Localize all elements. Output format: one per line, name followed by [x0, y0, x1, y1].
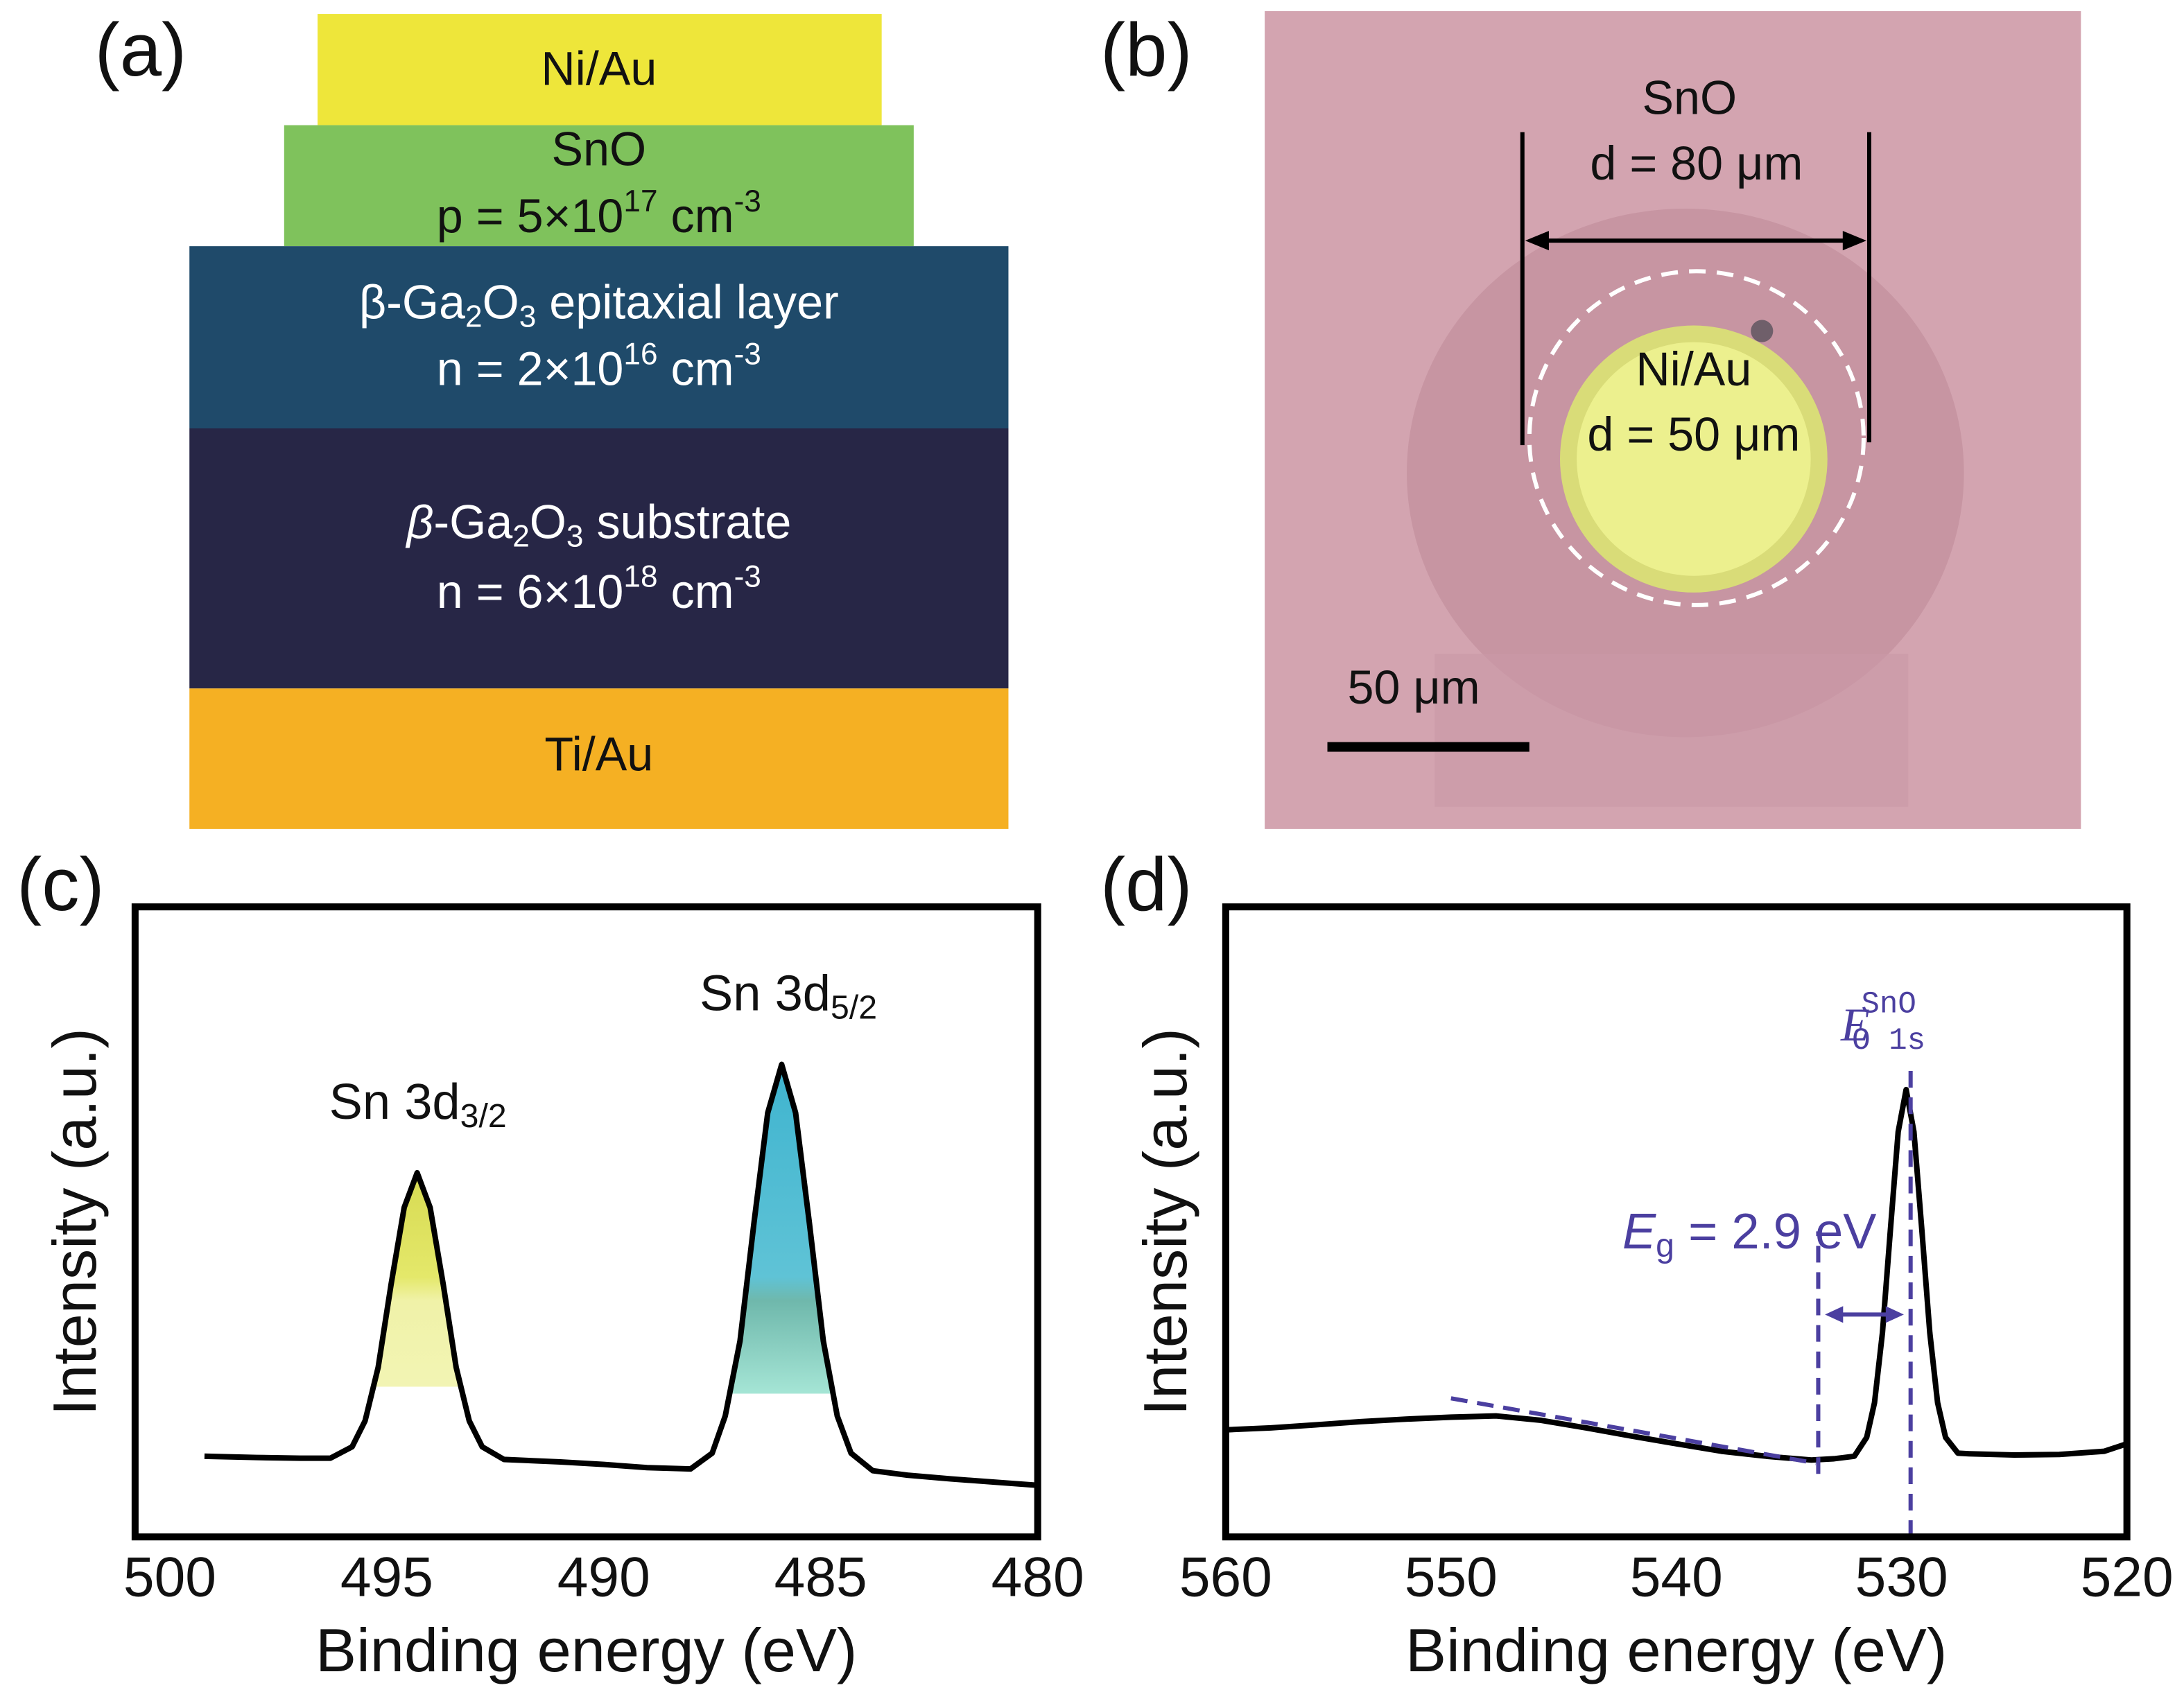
- panel-label: (b): [1100, 8, 1193, 92]
- arrow-head: [1825, 1306, 1844, 1323]
- peak-label: Sn 3d3/2: [329, 1074, 507, 1135]
- layer-label: Ti/Au: [544, 729, 653, 781]
- x-axis-label: Binding energy (eV): [1405, 1616, 1947, 1684]
- x-tick-label: 490: [557, 1546, 650, 1609]
- x-tick-label: 480: [991, 1546, 1084, 1609]
- gap-label: Eg = 2.9 eV: [1622, 1204, 1877, 1264]
- arrow-head: [1525, 231, 1549, 251]
- arrow-head: [1885, 1306, 1904, 1323]
- x-tick-label: 530: [1855, 1546, 1948, 1609]
- layer-doping: p = 5×1017 cm-3: [437, 184, 761, 243]
- y-axis-label: Intensity (a.u.): [1131, 1028, 1199, 1415]
- x-tick-label: 485: [774, 1546, 867, 1609]
- layer-label: β-Ga2O3 substrate: [405, 496, 791, 554]
- texture: [1435, 654, 1909, 807]
- layer-label: SnO: [552, 123, 647, 176]
- defect: [1751, 320, 1774, 342]
- panel-label: (a): [95, 8, 187, 92]
- layer-doping: n = 2×1016 cm-3: [437, 337, 761, 395]
- peak-fill: [729, 1064, 833, 1394]
- plot-frame: [131, 903, 1041, 1541]
- x-axis-label: Binding energy (eV): [315, 1616, 857, 1684]
- inner-name: Ni/Au: [1636, 343, 1751, 396]
- scale-label: 50 μm: [1347, 661, 1480, 714]
- x-tick-label: 560: [1179, 1546, 1272, 1609]
- layer-tiau: [189, 688, 1009, 829]
- x-tick-label: 540: [1630, 1546, 1723, 1609]
- layer-doping: n = 6×1018 cm-3: [437, 559, 761, 618]
- y-axis-label: Intensity (a.u.): [40, 1028, 109, 1415]
- spectrum-line: [204, 1061, 1038, 1488]
- outer-size: d = 80 μm: [1590, 137, 1803, 190]
- dashed-circle: [1527, 269, 1866, 607]
- arrow-head: [1842, 231, 1866, 251]
- peak-label: ESnO O 1s: [1840, 987, 1925, 1058]
- spectrum-line: [1225, 1086, 2128, 1463]
- outer-name: SnO: [1643, 72, 1737, 125]
- layer-epi: [189, 246, 1009, 429]
- peak-fill: [373, 1172, 461, 1387]
- layer-label: β-Ga2O3 epitaxial layer: [359, 276, 839, 333]
- layer-substrate: [189, 428, 1009, 689]
- x-tick-label: 500: [123, 1546, 216, 1609]
- x-tick-label: 550: [1405, 1546, 1498, 1609]
- layer-niau: [318, 14, 882, 125]
- contact: [1577, 342, 1811, 576]
- x-tick-label: 520: [2081, 1546, 2174, 1609]
- peak-label: Sn 3d5/2: [700, 966, 877, 1027]
- layer-sno: [284, 125, 914, 247]
- panel-label: (d): [1100, 842, 1193, 926]
- x-tick-label: 495: [340, 1546, 433, 1609]
- fit-line: [1450, 1396, 1817, 1465]
- inner-size: d = 50 μm: [1587, 408, 1800, 461]
- panel-label: (c): [17, 842, 104, 926]
- plot-frame: [1222, 903, 2131, 1541]
- layer-label: Ni/Au: [541, 42, 657, 95]
